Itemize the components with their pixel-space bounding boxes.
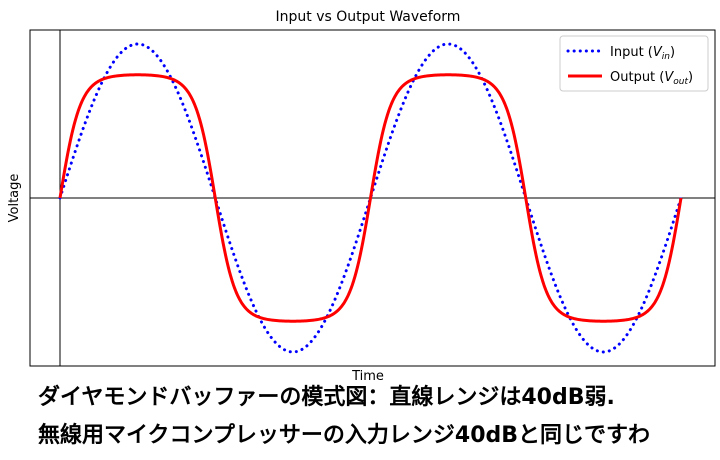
caption-line-1: ダイヤモンドバッファーの模式図：直線レンジは40dB弱. bbox=[38, 385, 615, 410]
y-axis-label: Voltage bbox=[7, 174, 22, 223]
series-input-line bbox=[58, 42, 683, 354]
chart-title: Input vs Output Waveform bbox=[276, 9, 461, 25]
caption-line-2: 無線用マイクコンプレッサーの入力レンジ40dBと同じですわ bbox=[38, 423, 651, 448]
legend-label-output: Output (Vout) bbox=[610, 70, 693, 87]
caption: ダイヤモンドバッファーの模式図：直線レンジは40dB弱. 無線用マイクコンプレッ… bbox=[38, 379, 718, 455]
waveform-chart: Input vs Output Waveform Input (Vin) Out… bbox=[7, 9, 716, 380]
series-output-line bbox=[58, 73, 683, 323]
x-axis-label: Time bbox=[351, 369, 384, 380]
legend: Input (Vin) Output (Vout) bbox=[559, 35, 709, 92]
legend-label-input: Input (Vin) bbox=[610, 45, 675, 62]
